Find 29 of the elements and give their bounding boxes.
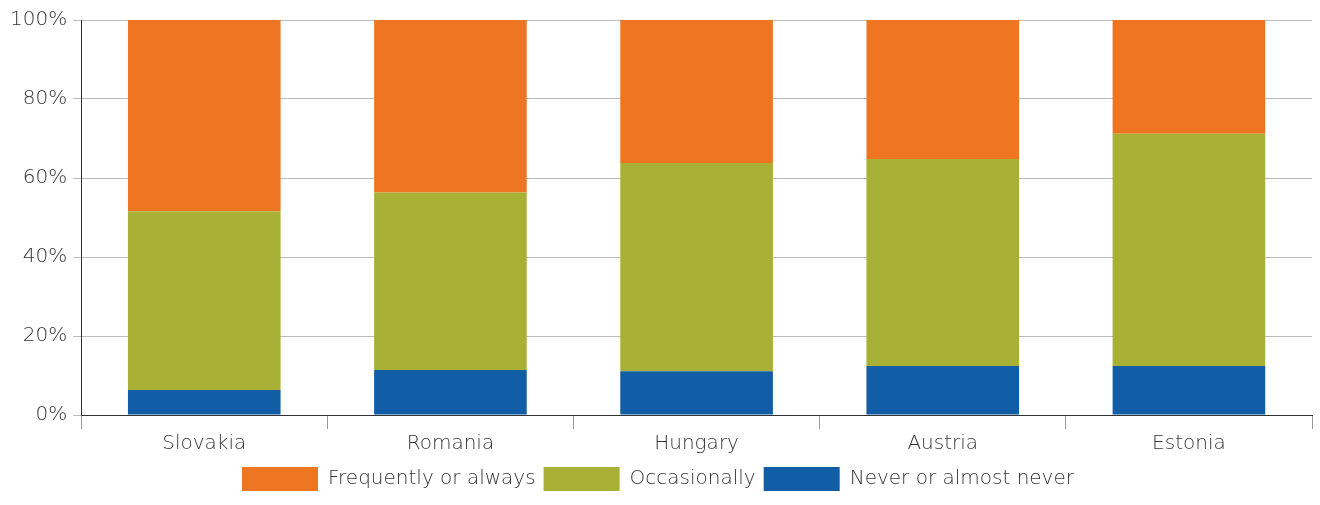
legend-label: Frequently or always: [328, 465, 536, 490]
bar: [620, 162, 773, 372]
bar: [866, 20, 1020, 160]
bar: [620, 20, 773, 163]
bar: [1112, 20, 1266, 134]
x-tick-label: Slovakia: [162, 430, 247, 455]
bar: [374, 20, 527, 193]
bar: [374, 369, 527, 415]
x-tick-label: Hungary: [654, 430, 739, 455]
y-tick-label: 0%: [35, 401, 68, 426]
y-tick-label: 60%: [22, 164, 68, 189]
bar: [127, 20, 281, 212]
y-tick-label: 100%: [9, 6, 68, 31]
y-tick-label: 40%: [22, 243, 68, 268]
x-tick-label: Austria: [907, 430, 979, 455]
bar: [1112, 133, 1266, 367]
bar: [1112, 366, 1266, 415]
legend-label: Never or almost never: [849, 465, 1075, 490]
bar: [127, 390, 281, 415]
legend-label: Occasionally: [629, 465, 756, 490]
x-tick-label: Estonia: [1152, 430, 1226, 455]
bar: [374, 192, 527, 370]
y-tick-label: 20%: [22, 322, 68, 347]
bar: [866, 366, 1020, 415]
y-tick-label: 80%: [22, 85, 68, 110]
bar: [127, 211, 281, 391]
x-tick-label: Romania: [406, 430, 495, 455]
bar: [866, 159, 1020, 367]
bar: [620, 371, 773, 415]
